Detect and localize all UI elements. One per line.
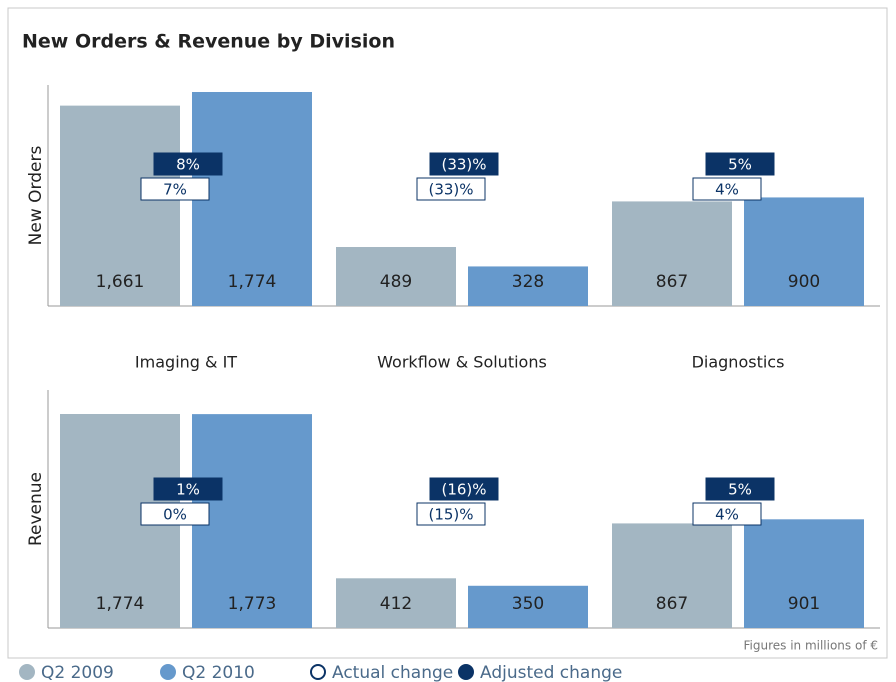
bar-value-label: 489	[380, 272, 412, 292]
change-label: 1%	[176, 481, 200, 499]
bar-value-label: 900	[788, 272, 820, 292]
change-label: 0%	[163, 506, 187, 524]
change-label: 8%	[176, 156, 200, 174]
change-box	[692, 502, 762, 526]
change-box	[692, 177, 762, 201]
legend-label: Actual change	[332, 663, 453, 682]
change-box	[429, 152, 499, 176]
legend-label: Q2 2010	[182, 663, 255, 682]
change-label: (33)%	[441, 156, 486, 174]
change-label: 7%	[163, 181, 187, 199]
legend-swatch	[458, 664, 474, 680]
note: Figures in millions of €	[743, 639, 878, 653]
legend-label: Adjusted change	[480, 663, 622, 682]
legend-swatch	[160, 664, 176, 680]
bar	[612, 523, 732, 628]
change-box	[140, 502, 210, 526]
bar-value-label: 1,774	[96, 594, 145, 614]
change-box	[416, 177, 486, 201]
bar	[468, 266, 588, 306]
frame	[7, 7, 888, 659]
legend-swatch	[19, 664, 35, 680]
change-label: 4%	[715, 506, 739, 524]
category-label: Workflow & Solutions	[377, 353, 547, 372]
bar	[192, 92, 312, 306]
category-label: Diagnostics	[692, 353, 785, 372]
bar-value-label: 1,773	[228, 594, 277, 614]
change-label: 4%	[715, 181, 739, 199]
change-label: 5%	[728, 156, 752, 174]
change-box	[153, 477, 223, 501]
bar	[336, 247, 456, 306]
y-axis-label: Revenue	[26, 472, 46, 546]
bar	[744, 197, 864, 306]
bar	[468, 585, 588, 628]
bar-value-label: 1,661	[96, 272, 145, 292]
legend-label: Q2 2009	[41, 663, 114, 682]
change-label: (33)%	[428, 181, 473, 199]
bar-value-label: 412	[380, 594, 412, 614]
bar-value-label: 901	[788, 594, 820, 614]
change-label: (15)%	[428, 506, 473, 524]
bar	[192, 414, 312, 628]
change-box	[705, 152, 775, 176]
bar-value-label: 867	[656, 594, 688, 614]
legend-swatch	[310, 664, 326, 680]
change-box	[140, 177, 210, 201]
change-box	[416, 502, 486, 526]
bar	[744, 519, 864, 628]
bar	[336, 578, 456, 628]
change-label: 5%	[728, 481, 752, 499]
change-box	[705, 477, 775, 501]
category-label: Imaging & IT	[135, 353, 237, 372]
bar	[60, 105, 180, 306]
bar-value-label: 867	[656, 272, 688, 292]
chart-title: New Orders & Revenue by Division	[22, 31, 395, 53]
bar-value-label: 1,774	[228, 272, 277, 292]
change-label: (16)%	[441, 481, 486, 499]
bar	[612, 201, 732, 306]
bar-value-label: 350	[512, 594, 544, 614]
change-box	[153, 152, 223, 176]
change-box	[429, 477, 499, 501]
bar-value-label: 328	[512, 272, 544, 292]
y-axis-label: New Orders	[26, 146, 46, 246]
